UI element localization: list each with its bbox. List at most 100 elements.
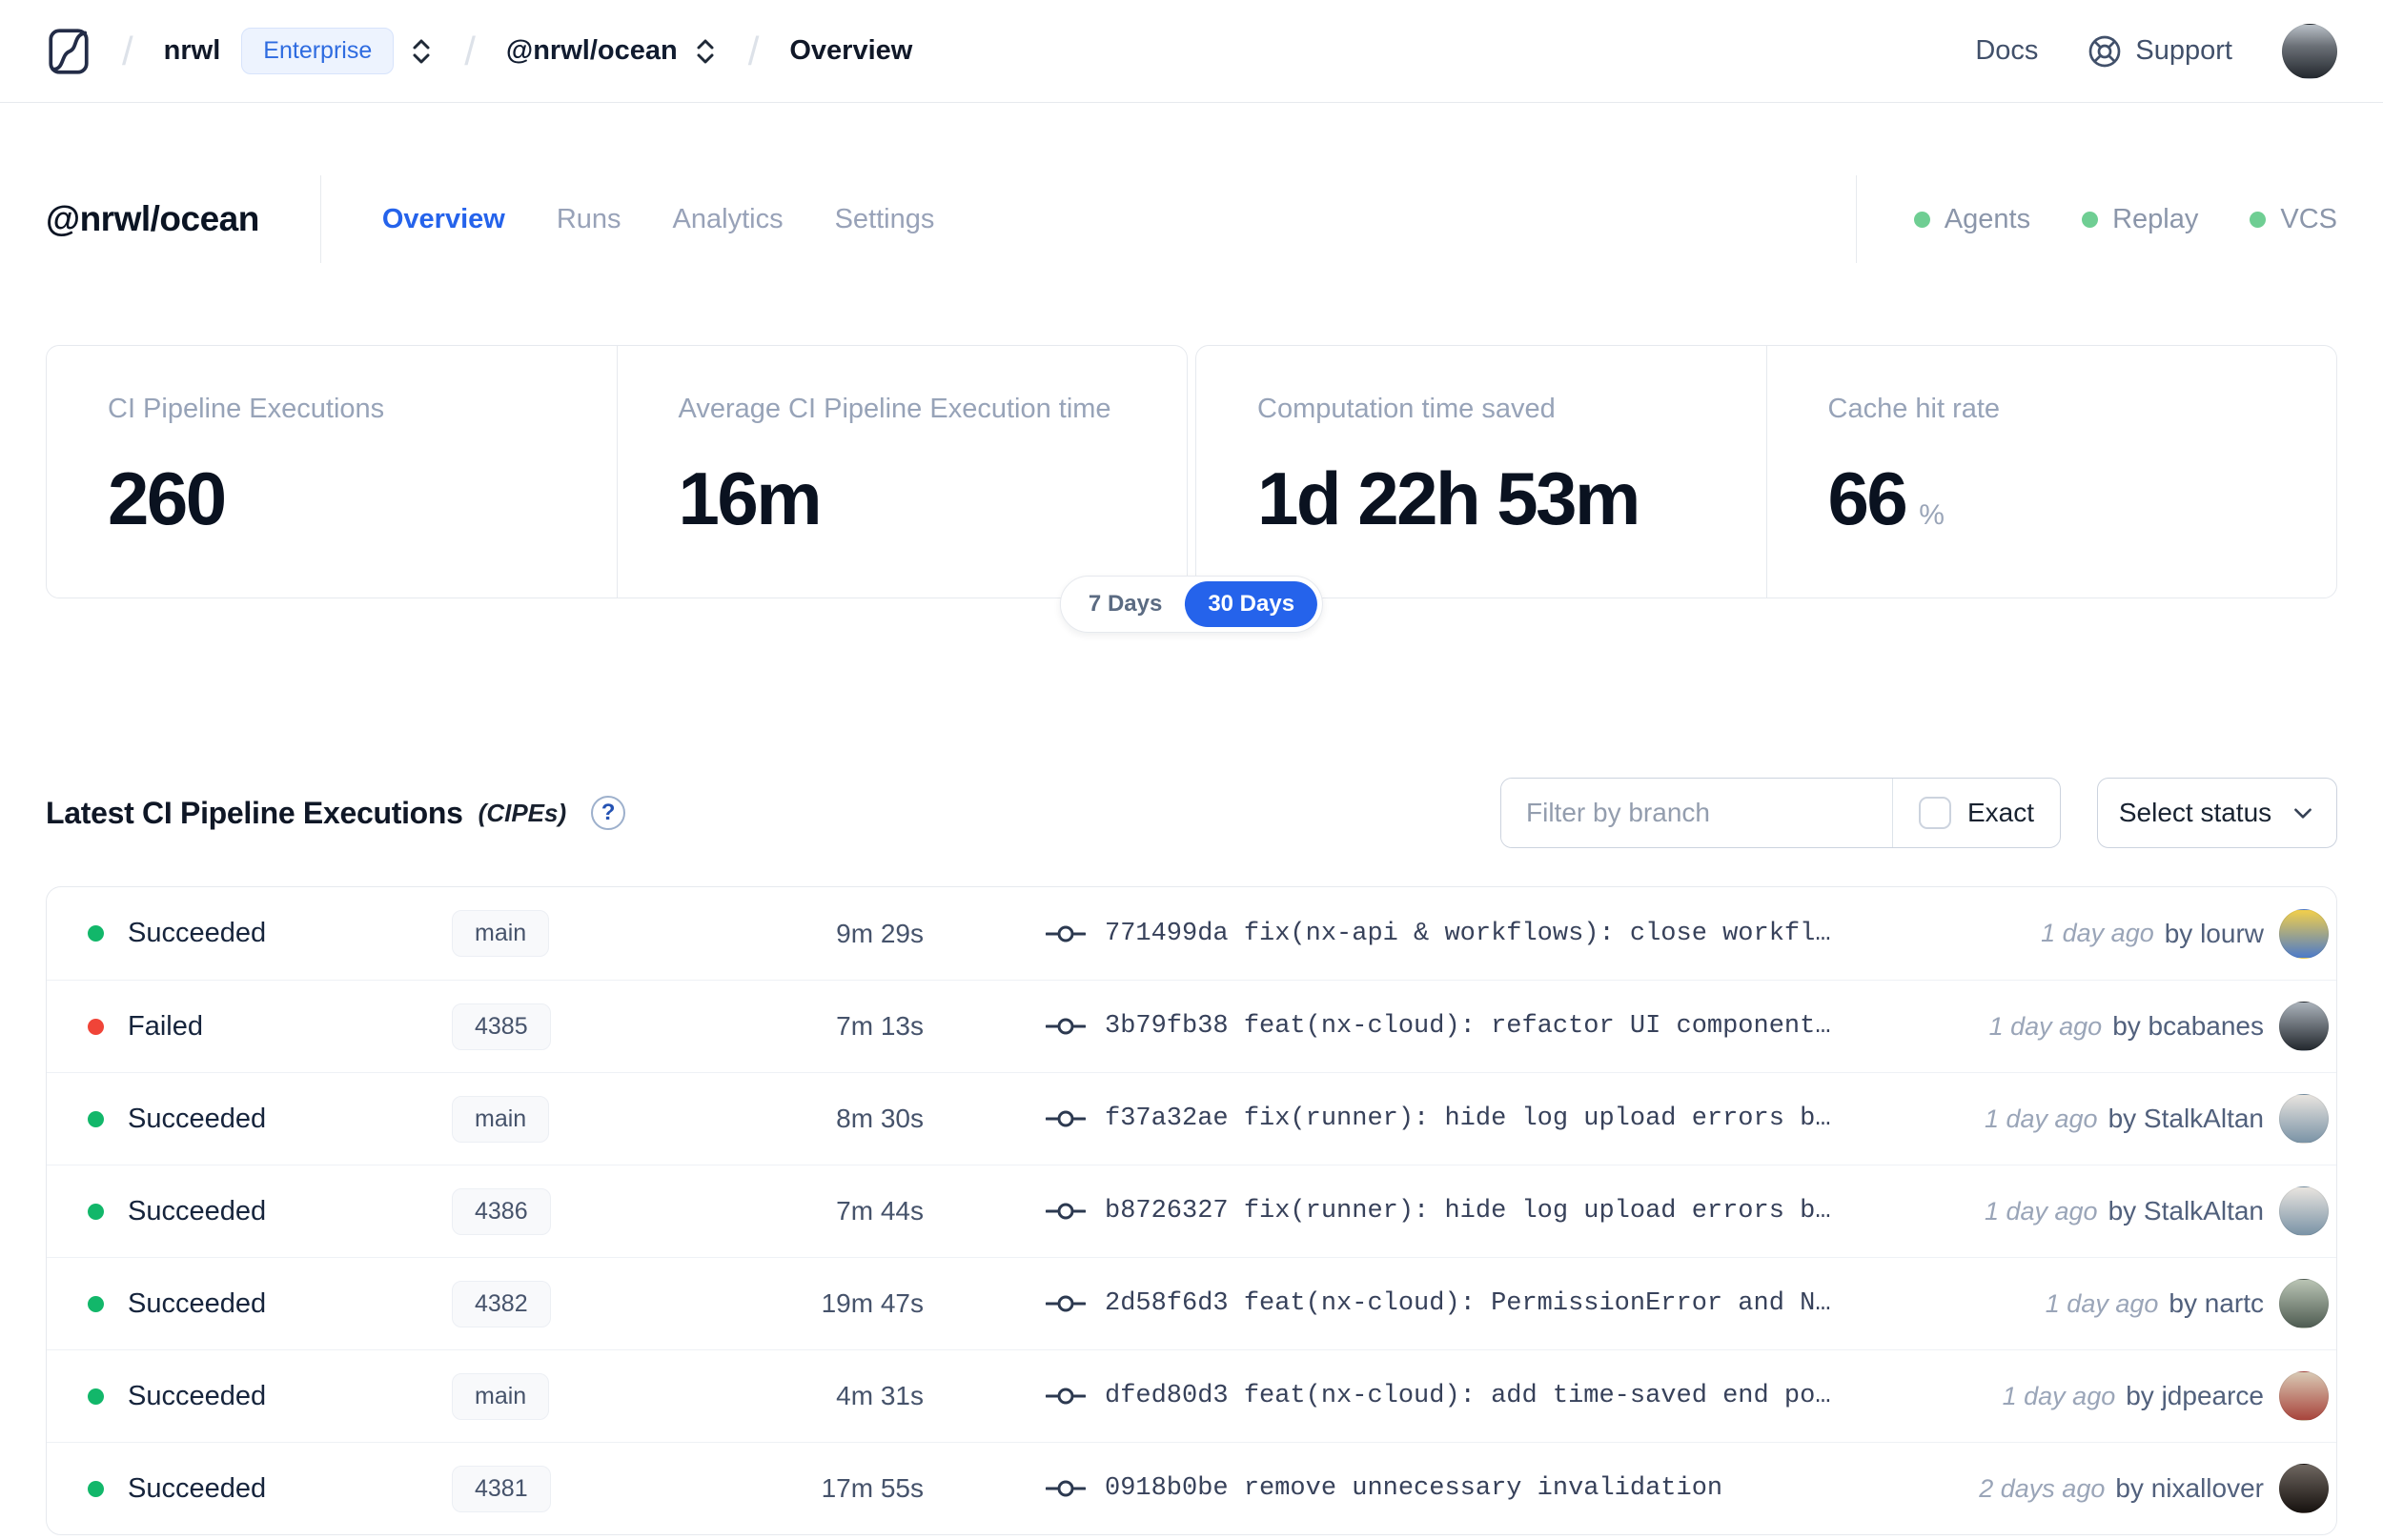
- duration-label: 8m 30s: [836, 1104, 924, 1133]
- meta-cell: 1 day ago by StalkAltan: [1985, 1094, 2329, 1144]
- chevron-up-down-icon: [697, 39, 714, 63]
- cipe-row[interactable]: Succeeded main 4m 31s dfed80d3 feat(nx-clou…: [47, 1349, 2336, 1442]
- exact-checkbox[interactable]: [1918, 797, 1951, 829]
- status-cell: Succeeded: [47, 1288, 452, 1320]
- status-dot: [88, 925, 104, 942]
- stat-value-suffix: %: [1919, 499, 1945, 531]
- range-toggle-option[interactable]: 30 Days: [1185, 581, 1318, 627]
- cipe-title: Latest CI Pipeline Executions: [46, 795, 463, 830]
- support-link[interactable]: Support: [2088, 34, 2232, 69]
- integration-label: Agents: [1944, 203, 2031, 234]
- nx-cloud-logo[interactable]: [46, 25, 92, 78]
- git-commit-icon: [1046, 1110, 1086, 1127]
- git-commit-icon: [1046, 925, 1086, 942]
- branch-cell: 4382: [452, 1280, 671, 1327]
- tab-analytics[interactable]: Analytics: [672, 203, 784, 234]
- breadcrumb-org: nrwl: [163, 35, 221, 66]
- cipe-title-suffix: (CIPEs): [478, 798, 567, 827]
- tab-overview[interactable]: Overview: [381, 203, 505, 234]
- page-title: @nrwl/ocean: [46, 199, 259, 238]
- enterprise-badge: Enterprise: [241, 28, 395, 74]
- cipe-row[interactable]: Succeeded 4386 7m 44s b8726327 fix(runner):…: [47, 1165, 2336, 1257]
- branch-filter-combo: Exact: [1500, 778, 2061, 848]
- author-avatar[interactable]: [2279, 1002, 2329, 1051]
- time-ago-label: 2 days ago: [1979, 1473, 2106, 1503]
- stat-label: CI Pipeline Executions: [108, 394, 385, 424]
- navbar-right-group: Docs Support: [1975, 23, 2337, 79]
- meta-cell: 1 day ago by jdpearce: [2003, 1371, 2329, 1421]
- exact-checkbox-group[interactable]: Exact: [1893, 779, 2060, 847]
- duration-label: 9m 29s: [836, 918, 924, 948]
- commit-cell: b8726327 fix(runner): hide log upload er…: [1046, 1197, 1950, 1226]
- stat-value-row: 16m: [679, 456, 1127, 542]
- nx-cloud-logo-icon: [49, 28, 89, 74]
- stat-card: Average CI Pipeline Execution time 16m: [616, 346, 1188, 598]
- git-commit-icon: [1046, 1474, 1086, 1503]
- stats-panel-right: Computation time saved 1d 22h 53m Cache hi…: [1195, 345, 2337, 598]
- cipe-row[interactable]: Succeeded 4381 17m 55s 0918b0be remove unne…: [47, 1442, 2336, 1534]
- git-commit-icon: [1046, 1388, 1086, 1405]
- branch-cell: 4385: [452, 1003, 671, 1050]
- top-navbar: / nrwl Enterprise / @nrwl/ocean / Overvi…: [0, 0, 2383, 103]
- commit-message: 771499da fix(nx-api & workflows): close …: [1105, 919, 1831, 948]
- meta-cell: 2 days ago by nixallover: [1979, 1464, 2329, 1513]
- cipe-filter-controls: Exact Select status: [1500, 778, 2337, 848]
- workspace-switcher-button[interactable]: [693, 36, 718, 67]
- branch-cell: 4386: [452, 1187, 671, 1235]
- tab-settings[interactable]: Settings: [834, 203, 935, 234]
- git-commit-icon: [1046, 920, 1086, 948]
- branch-badge: 4382: [452, 1280, 551, 1327]
- range-toggle-option[interactable]: 7 Days: [1066, 581, 1185, 627]
- status-dot: [88, 1018, 104, 1035]
- author-avatar[interactable]: [2279, 1464, 2329, 1513]
- stat-value-row: 260: [108, 456, 556, 542]
- meta-cell: 1 day ago by nartc: [2046, 1279, 2329, 1328]
- branch-badge: main: [452, 910, 550, 957]
- commit-cell: 3b79fb38 feat(nx-cloud): refactor UI com…: [1046, 1012, 1955, 1041]
- docs-link[interactable]: Docs: [1975, 35, 2038, 67]
- author-label: by jdpearce: [2126, 1381, 2264, 1410]
- cipe-row[interactable]: Succeeded 4382 19m 47s 2d58f6d3 feat(nx-clo…: [47, 1257, 2336, 1349]
- commit-message: b8726327 fix(runner): hide log upload er…: [1105, 1197, 1831, 1226]
- help-icon[interactable]: ?: [591, 796, 626, 830]
- time-ago-label: 1 day ago: [1988, 1011, 2103, 1041]
- author-avatar[interactable]: [2279, 1186, 2329, 1236]
- status-label: Succeeded: [128, 1195, 267, 1226]
- status-select-dropdown[interactable]: Select status: [2097, 778, 2337, 848]
- cipe-row[interactable]: Succeeded main 8m 30s f37a32ae fix(runner):…: [47, 1072, 2336, 1165]
- time-ago-label: 1 day ago: [2041, 919, 2154, 947]
- cipe-row[interactable]: Failed 4385 7m 13s 3b79fb38 feat(nx-cloud):…: [47, 980, 2336, 1072]
- stat-label: Computation time saved: [1257, 394, 1556, 424]
- docs-label: Docs: [1975, 35, 2039, 66]
- exact-label: Exact: [1966, 798, 2034, 827]
- status-label: Succeeded: [128, 1380, 267, 1411]
- status-label: Succeeded: [128, 1103, 267, 1134]
- author-label: by bcabanes: [2112, 1011, 2264, 1041]
- commit-cell: 0918b0be remove unnecessary invalidation: [1046, 1474, 1945, 1503]
- time-range-toggle: 7 Days 30 Days: [1059, 576, 1324, 633]
- author-avatar[interactable]: [2279, 908, 2329, 959]
- author-avatar[interactable]: [2279, 1094, 2329, 1144]
- status-cell: Succeeded: [47, 918, 452, 949]
- status-dot: [88, 1480, 104, 1497]
- integration-status-dot: [1913, 211, 1930, 228]
- org-switcher-button[interactable]: [409, 36, 434, 67]
- cipe-row[interactable]: Succeeded main 9m 29s 771499da fix(nx-api &…: [47, 887, 2336, 980]
- chevron-up-down-icon: [413, 39, 430, 63]
- branch-cell: 4381: [452, 1465, 671, 1512]
- branch-filter-input[interactable]: [1501, 779, 1892, 847]
- git-commit-icon: [1046, 1295, 1086, 1312]
- author-avatar[interactable]: [2279, 1279, 2329, 1328]
- stats-section: CI Pipeline Executions 260 Average CI Pipe…: [46, 345, 2337, 633]
- git-commit-icon: [1046, 1289, 1086, 1318]
- tab-runs[interactable]: Runs: [556, 203, 621, 234]
- status-label: Succeeded: [128, 1287, 267, 1319]
- status-dot: [88, 1203, 104, 1220]
- user-avatar[interactable]: [2282, 23, 2337, 79]
- meta-cell: 1 day ago by bcabanes: [1989, 1002, 2329, 1051]
- integration-vcs: VCS: [2250, 204, 2337, 235]
- status-cell: Succeeded: [47, 1473, 452, 1505]
- integration-label: VCS: [2280, 203, 2337, 234]
- duration-label: 4m 31s: [836, 1381, 924, 1410]
- author-avatar[interactable]: [2279, 1371, 2329, 1421]
